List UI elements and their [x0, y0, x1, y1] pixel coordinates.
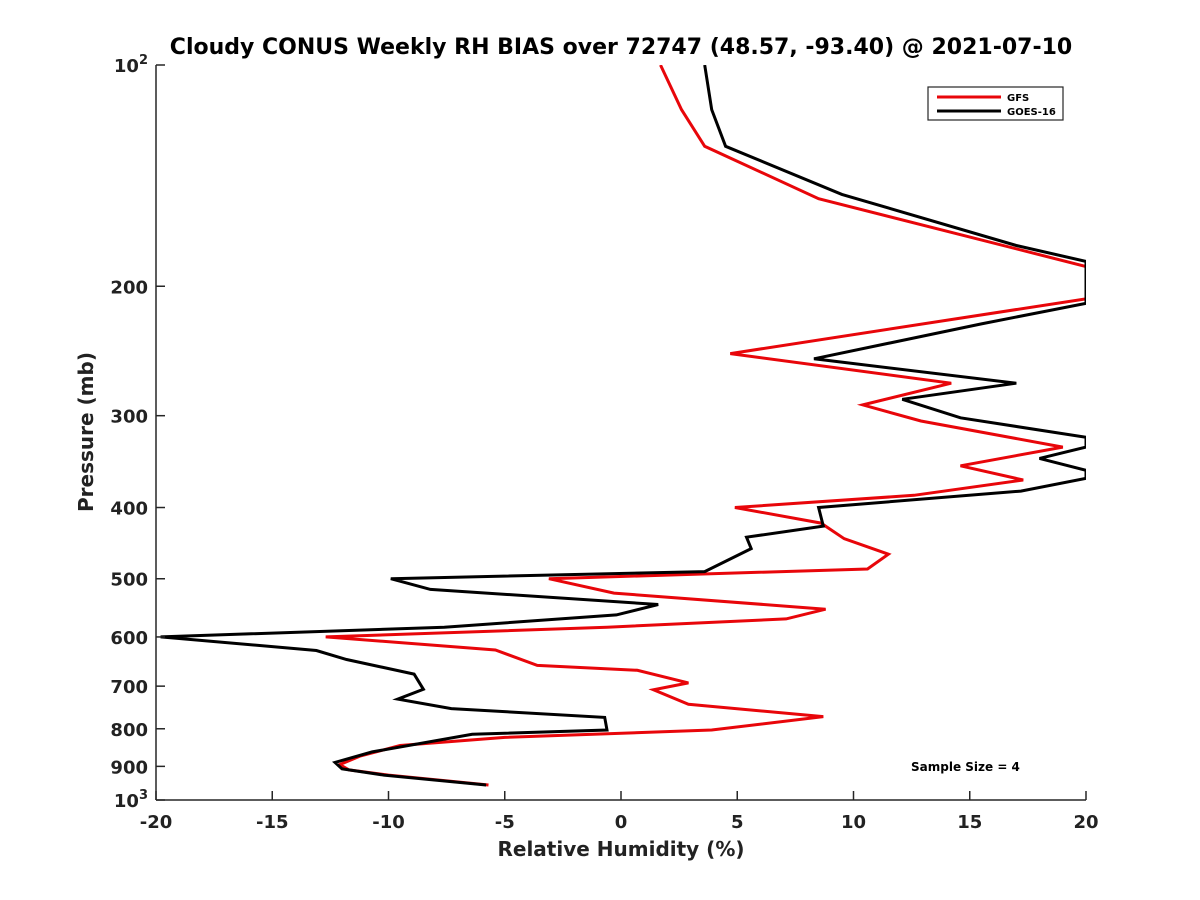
series-layer: [160, 65, 1086, 787]
legend-box: [927, 86, 1064, 121]
x-tick-label: -10: [372, 812, 405, 833]
legend-goes-label: GOES-16: [1007, 107, 1056, 118]
chart-title: Cloudy CONUS Weekly RH BIAS over 72747 (…: [170, 35, 1072, 60]
y-axis-label: Pressure (mb): [74, 352, 98, 512]
y-tick-label: 200: [110, 277, 148, 298]
x-tick-label: 0: [615, 812, 628, 833]
legend-gfs-label: GFS: [1007, 93, 1029, 104]
x-tick-label: 20: [1073, 812, 1098, 833]
y-tick-label: 800: [110, 720, 148, 741]
y-tick-label: 103: [114, 788, 148, 812]
x-tick-label: 5: [731, 812, 744, 833]
y-ticks: 102 200 300 400 500 600 700 800 900 103: [110, 53, 165, 812]
y-tick-label: 400: [110, 499, 148, 520]
x-tick-label: 15: [957, 812, 982, 833]
x-tick-label: 10: [841, 812, 866, 833]
y-tick-label: 700: [110, 677, 148, 698]
y-tick-label: 300: [110, 407, 148, 428]
y-tick-label: 900: [110, 757, 148, 778]
x-tick-label: -20: [140, 812, 173, 833]
legend: GFS GOES-16: [927, 86, 1064, 121]
x-tick-label: -15: [256, 812, 289, 833]
y-tick-label: 500: [110, 570, 148, 591]
y-tick-label: 600: [110, 628, 148, 649]
x-tick-label: -5: [495, 812, 515, 833]
x-ticks: -20 -15 -10 -5 0 5 10 15 20: [140, 791, 1099, 833]
series-line-gfs: [325, 65, 1086, 787]
series-line-goes-16: [160, 65, 1086, 787]
y-tick-label: 102: [114, 53, 148, 77]
x-axis-label: Relative Humidity (%): [497, 837, 744, 861]
sample-size-annotation: Sample Size = 4: [911, 760, 1020, 774]
